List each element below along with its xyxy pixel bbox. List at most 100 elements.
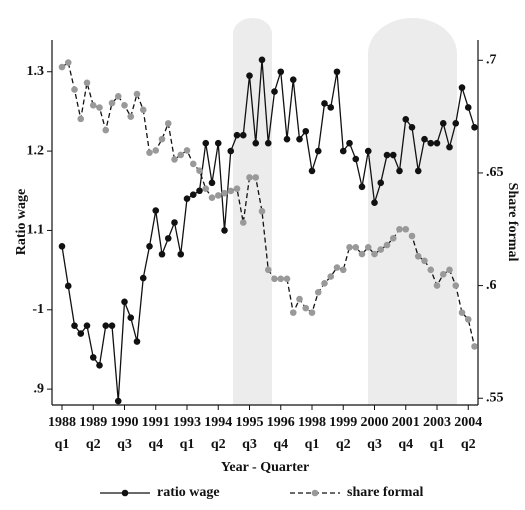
series-point: [208, 194, 216, 202]
x-tick-label: 1994 q2: [204, 415, 232, 452]
series-point: [102, 322, 110, 329]
series-point: [77, 330, 85, 337]
series-point: [189, 191, 197, 199]
series-point: [202, 139, 210, 147]
series-point: [302, 304, 310, 312]
series-point: [427, 266, 435, 274]
series-point: [433, 282, 441, 289]
series-point: [446, 143, 453, 151]
series-point: [89, 102, 97, 109]
series-point: [458, 309, 466, 316]
series-point: [121, 102, 128, 109]
series-point: [133, 338, 141, 345]
series-point: [302, 127, 310, 135]
series-point: [127, 314, 135, 322]
series-point: [296, 135, 303, 143]
series-point: [464, 316, 472, 323]
series-point: [308, 167, 316, 175]
y2-tick-label: .6: [486, 278, 497, 293]
x-tick-label: 2004 q2: [454, 415, 482, 452]
series-point: [146, 243, 153, 250]
series-point: [358, 250, 366, 258]
series-point: [439, 120, 447, 127]
series-point: [133, 90, 141, 98]
series-point: [339, 266, 347, 274]
series-point: [271, 275, 278, 283]
series-point: [308, 309, 316, 316]
series-point: [346, 243, 353, 251]
series-point: [246, 72, 253, 80]
x-axis-title: Year - Quarter: [221, 460, 309, 475]
y2-tick-label: .65: [486, 165, 504, 180]
y-tick-label: -1: [32, 302, 44, 317]
series-point: [352, 155, 360, 163]
series-point: [127, 113, 135, 120]
series-point: [439, 271, 447, 278]
series-point: [221, 189, 228, 197]
series-point: [252, 139, 260, 147]
series-point: [289, 309, 297, 316]
series-point: [83, 79, 91, 87]
series-point: [258, 56, 266, 64]
legend-marker: [121, 489, 129, 497]
x-tick-label: 1996 q4: [267, 415, 295, 452]
series-point: [371, 250, 378, 258]
series-point: [358, 183, 366, 191]
series-point: [264, 139, 272, 147]
x-tick-label: 1988 q1: [48, 415, 76, 452]
series-point: [321, 280, 328, 287]
y-tick-label: 1.3: [27, 64, 45, 79]
x-tick-label: 1998 q1: [298, 415, 326, 452]
series-point: [327, 273, 335, 280]
series-point: [389, 234, 397, 242]
series-point: [464, 104, 472, 111]
series-point: [321, 100, 328, 107]
series-point: [239, 131, 247, 139]
series-point: [189, 160, 197, 168]
series-point: [264, 266, 272, 274]
series-point: [352, 243, 360, 251]
shaded-region: [368, 18, 457, 405]
series-point: [314, 147, 322, 155]
series-point: [333, 68, 341, 76]
series-point: [283, 135, 291, 143]
series-point: [458, 84, 466, 91]
series-point: [171, 156, 178, 163]
series-point: [196, 187, 203, 195]
series-point: [239, 219, 247, 226]
y2-tick-label: .55: [486, 390, 504, 405]
series-point: [177, 250, 185, 258]
y2-axis-title: Share formal: [505, 183, 520, 262]
series-point: [171, 219, 178, 226]
series-point: [114, 397, 122, 405]
legend-marker: [311, 489, 319, 497]
series-point: [402, 225, 410, 233]
series-point: [377, 179, 385, 187]
series-point: [89, 354, 97, 361]
series-point: [164, 235, 172, 242]
series-point: [64, 282, 72, 290]
series-point: [64, 59, 72, 66]
series-point: [183, 147, 191, 154]
series-point: [408, 232, 416, 240]
y-tick-label: 1.1: [27, 223, 45, 238]
series-point: [333, 264, 341, 271]
series-point: [289, 76, 297, 83]
series-point: [452, 120, 460, 127]
series-point: [196, 167, 203, 174]
series-point: [114, 93, 122, 100]
x-tick-label: 1989 q2: [79, 415, 107, 452]
x-tick-label: 1990 q3: [111, 415, 139, 452]
series-point: [139, 106, 147, 114]
series-point: [408, 123, 416, 131]
series-point: [96, 104, 103, 111]
series-point: [202, 185, 210, 193]
series-point: [283, 275, 291, 283]
series-point: [252, 174, 260, 181]
series-point: [421, 257, 428, 265]
series-point: [427, 139, 435, 147]
series-point: [471, 343, 478, 350]
series-point: [208, 179, 216, 187]
series-point: [227, 147, 235, 155]
series-point: [71, 86, 78, 93]
